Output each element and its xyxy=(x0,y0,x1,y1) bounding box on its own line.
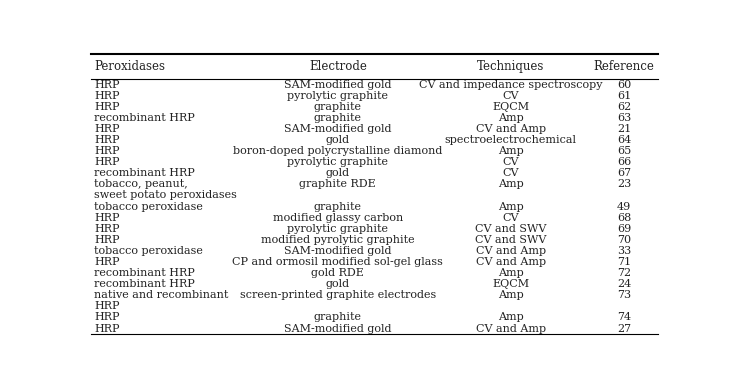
Text: Amp: Amp xyxy=(498,146,523,156)
Text: pyrolytic graphite: pyrolytic graphite xyxy=(287,91,388,101)
Text: gold RDE: gold RDE xyxy=(311,268,364,278)
Text: 27: 27 xyxy=(617,324,631,334)
Text: CV: CV xyxy=(502,213,519,222)
Text: 63: 63 xyxy=(617,113,631,123)
Text: SAM-modified gold: SAM-modified gold xyxy=(284,124,392,134)
Text: 23: 23 xyxy=(617,179,631,190)
Text: 62: 62 xyxy=(617,102,631,112)
Text: native and recombinant: native and recombinant xyxy=(94,290,229,300)
Text: CV and Amp: CV and Amp xyxy=(476,124,545,134)
Text: SAM-modified gold: SAM-modified gold xyxy=(284,80,392,89)
Text: HRP: HRP xyxy=(94,91,120,101)
Text: 24: 24 xyxy=(617,279,631,289)
Text: HRP: HRP xyxy=(94,235,120,245)
Text: HRP: HRP xyxy=(94,324,120,334)
Text: graphite: graphite xyxy=(314,312,362,323)
Text: tobacco, peanut,: tobacco, peanut, xyxy=(94,179,188,190)
Text: modified pyrolytic graphite: modified pyrolytic graphite xyxy=(261,235,414,245)
Text: 60: 60 xyxy=(617,80,631,89)
Text: Reference: Reference xyxy=(594,60,654,73)
Text: EQCM: EQCM xyxy=(492,279,529,289)
Text: 49: 49 xyxy=(617,202,631,211)
Text: SAM-modified gold: SAM-modified gold xyxy=(284,324,392,334)
Text: recombinant HRP: recombinant HRP xyxy=(94,268,195,278)
Text: screen-printed graphite electrodes: screen-printed graphite electrodes xyxy=(240,290,436,300)
Text: CV and SWV: CV and SWV xyxy=(475,235,546,245)
Text: CV and SWV: CV and SWV xyxy=(475,224,546,234)
Text: CV and Amp: CV and Amp xyxy=(476,324,545,334)
Text: Techniques: Techniques xyxy=(477,60,545,73)
Text: recombinant HRP: recombinant HRP xyxy=(94,168,195,178)
Text: gold: gold xyxy=(326,279,350,289)
Text: spectroelectrochemical: spectroelectrochemical xyxy=(444,135,577,145)
Text: modified glassy carbon: modified glassy carbon xyxy=(273,213,403,222)
Text: 71: 71 xyxy=(617,257,631,267)
Text: SAM-modified gold: SAM-modified gold xyxy=(284,246,392,256)
Text: graphite: graphite xyxy=(314,102,362,112)
Text: HRP: HRP xyxy=(94,301,120,312)
Text: HRP: HRP xyxy=(94,124,120,134)
Text: HRP: HRP xyxy=(94,146,120,156)
Text: tobacco peroxidase: tobacco peroxidase xyxy=(94,246,203,256)
Text: HRP: HRP xyxy=(94,213,120,222)
Text: CV and Amp: CV and Amp xyxy=(476,246,545,256)
Text: 68: 68 xyxy=(617,213,631,222)
Text: Electrode: Electrode xyxy=(309,60,367,73)
Text: HRP: HRP xyxy=(94,135,120,145)
Text: EQCM: EQCM xyxy=(492,102,529,112)
Text: CV and Amp: CV and Amp xyxy=(476,257,545,267)
Text: 70: 70 xyxy=(617,235,631,245)
Text: Amp: Amp xyxy=(498,202,523,211)
Text: Amp: Amp xyxy=(498,268,523,278)
Text: 74: 74 xyxy=(617,312,631,323)
Text: 66: 66 xyxy=(617,157,631,167)
Text: graphite RDE: graphite RDE xyxy=(300,179,376,190)
Text: 33: 33 xyxy=(617,246,631,256)
Text: 67: 67 xyxy=(617,168,631,178)
Text: tobacco peroxidase: tobacco peroxidase xyxy=(94,202,203,211)
Text: gold: gold xyxy=(326,168,350,178)
Text: 64: 64 xyxy=(617,135,631,145)
Text: pyrolytic graphite: pyrolytic graphite xyxy=(287,224,388,234)
Text: HRP: HRP xyxy=(94,224,120,234)
Text: HRP: HRP xyxy=(94,80,120,89)
Text: recombinant HRP: recombinant HRP xyxy=(94,113,195,123)
Text: HRP: HRP xyxy=(94,102,120,112)
Text: recombinant HRP: recombinant HRP xyxy=(94,279,195,289)
Text: HRP: HRP xyxy=(94,157,120,167)
Text: 65: 65 xyxy=(617,146,631,156)
Text: graphite: graphite xyxy=(314,202,362,211)
Text: Peroxidases: Peroxidases xyxy=(94,60,165,73)
Text: boron-doped polycrystalline diamond: boron-doped polycrystalline diamond xyxy=(233,146,442,156)
Text: sweet potato peroxidases: sweet potato peroxidases xyxy=(94,191,237,200)
Text: Amp: Amp xyxy=(498,179,523,190)
Text: 21: 21 xyxy=(617,124,631,134)
Text: CV: CV xyxy=(502,157,519,167)
Text: gold: gold xyxy=(326,135,350,145)
Text: CP and ormosil modified sol-gel glass: CP and ormosil modified sol-gel glass xyxy=(232,257,443,267)
Text: HRP: HRP xyxy=(94,312,120,323)
Text: pyrolytic graphite: pyrolytic graphite xyxy=(287,157,388,167)
Text: 72: 72 xyxy=(617,268,631,278)
Text: CV and impedance spectroscopy: CV and impedance spectroscopy xyxy=(419,80,602,89)
Text: CV: CV xyxy=(502,168,519,178)
Text: CV: CV xyxy=(502,91,519,101)
Text: Amp: Amp xyxy=(498,113,523,123)
Text: Amp: Amp xyxy=(498,290,523,300)
Text: 69: 69 xyxy=(617,224,631,234)
Text: graphite: graphite xyxy=(314,113,362,123)
Text: 73: 73 xyxy=(617,290,631,300)
Text: Amp: Amp xyxy=(498,312,523,323)
Text: HRP: HRP xyxy=(94,257,120,267)
Text: 61: 61 xyxy=(617,91,631,101)
